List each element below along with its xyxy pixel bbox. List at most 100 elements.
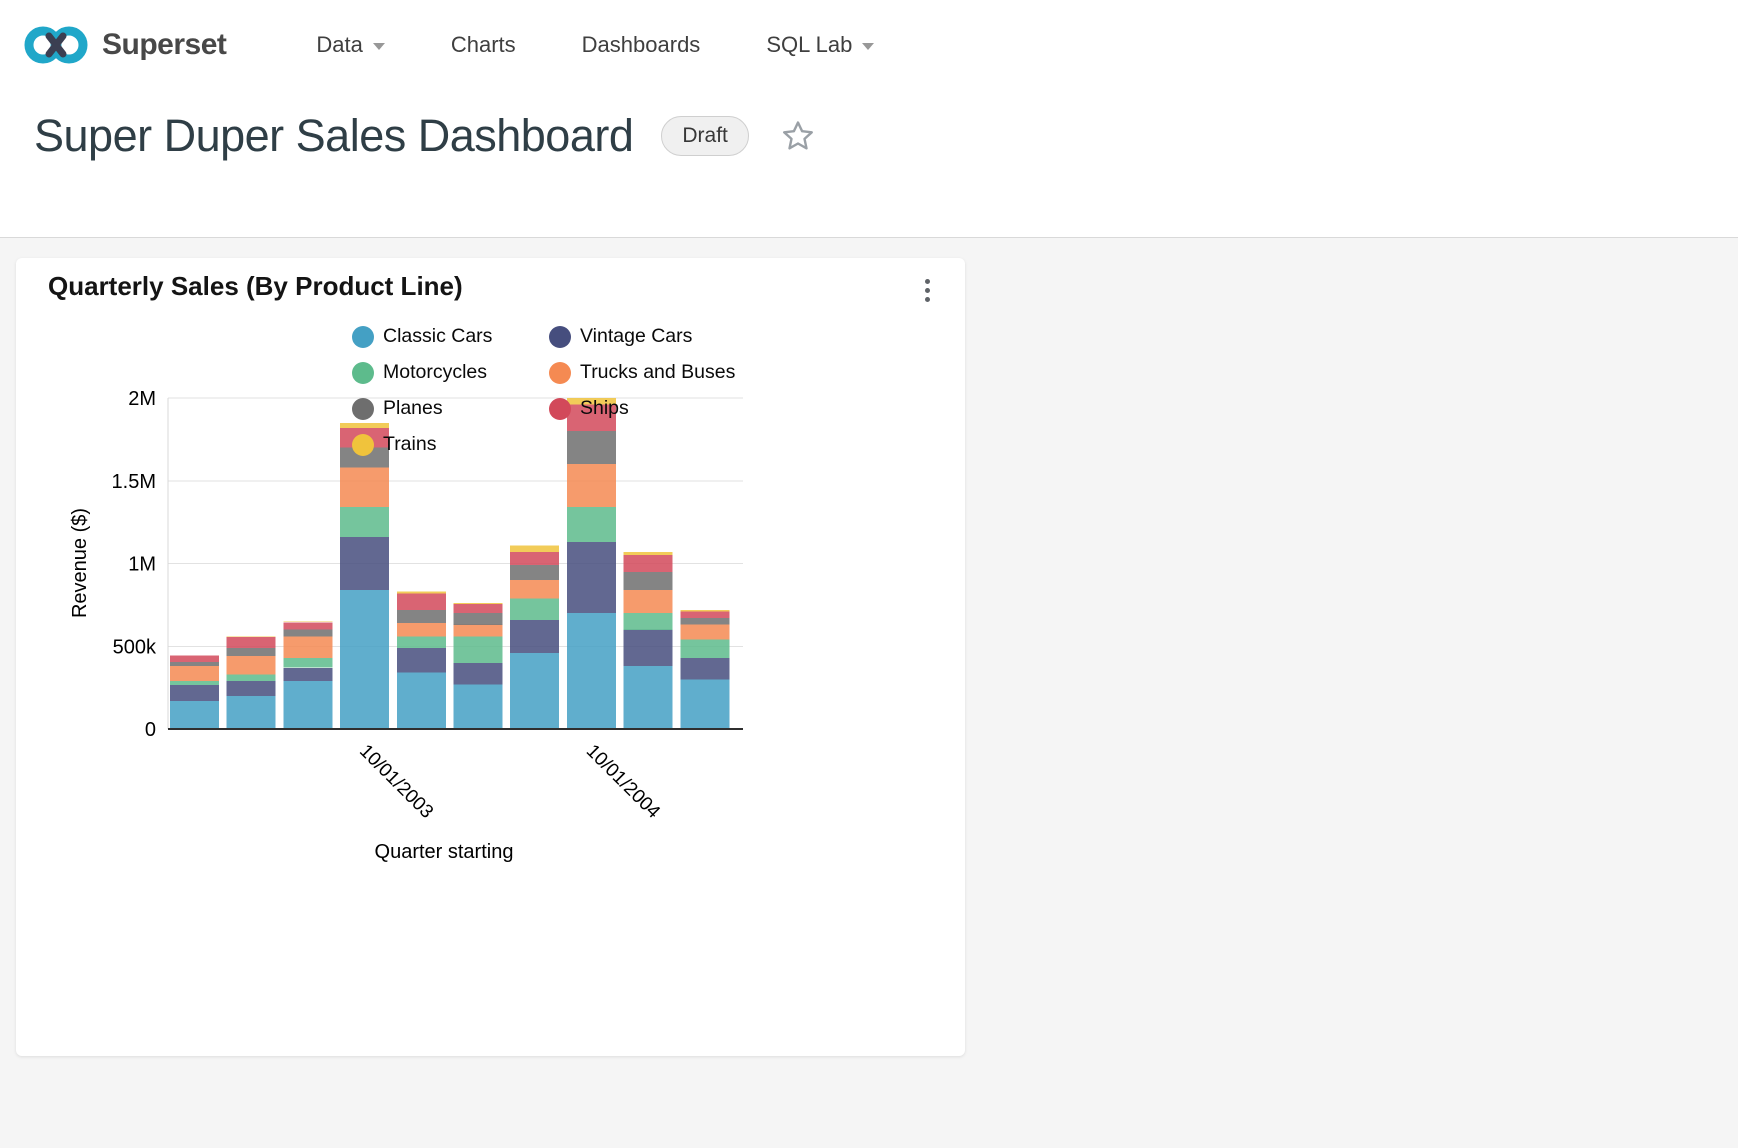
bar-segment[interactable] — [623, 571, 673, 590]
bar-segment[interactable] — [453, 603, 503, 604]
bar-segment[interactable] — [680, 624, 730, 640]
bar-segment[interactable] — [680, 609, 730, 612]
bar-segment[interactable] — [396, 672, 446, 729]
bar-segment[interactable] — [226, 656, 276, 675]
bar-segment[interactable] — [283, 622, 333, 630]
bar-segment[interactable] — [283, 621, 333, 623]
bar-segment[interactable] — [396, 591, 446, 594]
bar-segment[interactable] — [396, 636, 446, 648]
bar-segment[interactable] — [340, 507, 390, 537]
nav-item-data[interactable]: Data — [316, 32, 385, 58]
brand-name: Superset — [102, 28, 227, 61]
bar-segment[interactable] — [396, 609, 446, 623]
chart-svg: 0 500k 1M 1.5M 2M 10/01/2003 10/01/2004 Quarter… — [69, 388, 743, 863]
bar-segment[interactable] — [396, 593, 446, 610]
bar-segment[interactable] — [680, 639, 730, 658]
bar-segment[interactable] — [283, 636, 333, 658]
bar-segment[interactable] — [340, 447, 390, 468]
bar-segment[interactable] — [566, 404, 616, 432]
bar-segment[interactable] — [170, 655, 219, 662]
y-tick-label: 1M — [128, 554, 156, 576]
bar-segment[interactable] — [170, 662, 219, 667]
legend-label: Vintage Cars — [580, 325, 693, 347]
bar-segment[interactable] — [680, 618, 730, 625]
bar-segment[interactable] — [510, 545, 560, 552]
bar-segment[interactable] — [566, 542, 616, 614]
bar-segment[interactable] — [510, 598, 560, 620]
legend-label: Motorcycles — [383, 361, 488, 383]
bar-segment[interactable] — [680, 679, 730, 729]
bar-segment[interactable] — [453, 604, 503, 614]
bar-segment[interactable] — [623, 666, 673, 729]
bar-segment[interactable] — [623, 590, 673, 614]
legend-item-vintage-cars[interactable]: Vintage Cars — [549, 325, 692, 348]
nav-item-sql-lab[interactable]: SQL Lab — [766, 32, 875, 58]
bar-segment[interactable] — [510, 580, 560, 599]
bar-segment[interactable] — [340, 537, 390, 590]
bar-segment[interactable] — [170, 681, 219, 686]
bar-segment[interactable] — [566, 398, 616, 405]
legend-item-planes[interactable]: Planes — [352, 397, 443, 420]
bar-segment[interactable] — [226, 636, 276, 638]
bar-segment[interactable] — [226, 674, 276, 681]
page-header: Super Duper Sales Dashboard Draft — [0, 90, 1738, 162]
legend-label: Trucks and Buses — [580, 361, 736, 383]
chart-title: Quarterly Sales (By Product Line) — [48, 271, 463, 301]
legend-item-trucks-and-buses[interactable]: Trucks and Buses — [549, 361, 735, 384]
legend-swatch-icon — [549, 325, 571, 348]
bar-segment[interactable] — [566, 464, 616, 508]
bar-segment[interactable] — [453, 613, 503, 625]
bar-segment[interactable] — [226, 647, 276, 657]
legend-swatch-icon — [352, 397, 374, 420]
bar-segment[interactable] — [510, 565, 560, 581]
top-navbar: Superset Data Charts Dashboards SQL Lab — [0, 0, 1738, 90]
chart-options-button[interactable] — [913, 272, 941, 308]
bar-segment[interactable] — [510, 551, 560, 566]
favorite-star-icon[interactable] — [781, 119, 815, 153]
bar-segment[interactable] — [623, 555, 673, 572]
bar-segment[interactable] — [680, 657, 730, 680]
bar-segment[interactable] — [453, 662, 503, 685]
legend-swatch-icon — [352, 325, 374, 348]
bar-segment[interactable] — [623, 629, 673, 667]
bar-segment[interactable] — [283, 629, 333, 637]
nav-item-dashboards[interactable]: Dashboards — [582, 32, 701, 58]
bar-segment[interactable] — [170, 685, 219, 701]
bar-segment[interactable] — [170, 700, 219, 729]
bar-segment[interactable] — [453, 684, 503, 729]
bar-segment[interactable] — [340, 467, 390, 508]
bar-segment[interactable] — [566, 613, 616, 729]
bar-segment[interactable] — [510, 619, 560, 653]
nav-item-charts[interactable]: Charts — [451, 32, 516, 58]
bar-segment[interactable] — [623, 551, 673, 556]
bar-segment[interactable] — [566, 431, 616, 465]
bar-segment[interactable] — [226, 695, 276, 729]
bar-segment[interactable] — [396, 623, 446, 637]
legend-item-ships[interactable]: Ships — [549, 397, 629, 420]
bar-segment[interactable] — [170, 666, 219, 681]
legend-item-classic-cars[interactable]: Classic Cars — [352, 325, 492, 348]
bar-segment[interactable] — [623, 613, 673, 630]
bar-segment[interactable] — [283, 681, 333, 729]
bar-segment[interactable] — [283, 657, 333, 668]
bar-segment[interactable] — [453, 636, 503, 663]
legend-label: Ships — [580, 397, 629, 419]
legend-label: Classic Cars — [383, 325, 493, 347]
bar-segment[interactable] — [396, 647, 446, 673]
bar-segment[interactable] — [680, 611, 730, 619]
superset-logo[interactable]: Superset — [22, 23, 227, 67]
bar-segment[interactable] — [566, 507, 616, 542]
bar-segment[interactable] — [226, 637, 276, 648]
legend-swatch-icon — [352, 361, 374, 384]
legend-item-trains[interactable]: Trains — [352, 433, 436, 456]
bar-segment[interactable] — [340, 590, 390, 729]
status-badge[interactable]: Draft — [661, 116, 749, 156]
bar-segment[interactable] — [453, 624, 503, 637]
bar-segment[interactable] — [510, 652, 560, 729]
bar-segment[interactable] — [226, 681, 276, 696]
bar-segment[interactable] — [283, 667, 333, 681]
bar-segment[interactable] — [340, 422, 390, 428]
legend-item-motorcycles[interactable]: Motorcycles — [352, 361, 487, 384]
y-tick-label: 500k — [113, 636, 157, 658]
legend-swatch-icon — [549, 361, 571, 384]
